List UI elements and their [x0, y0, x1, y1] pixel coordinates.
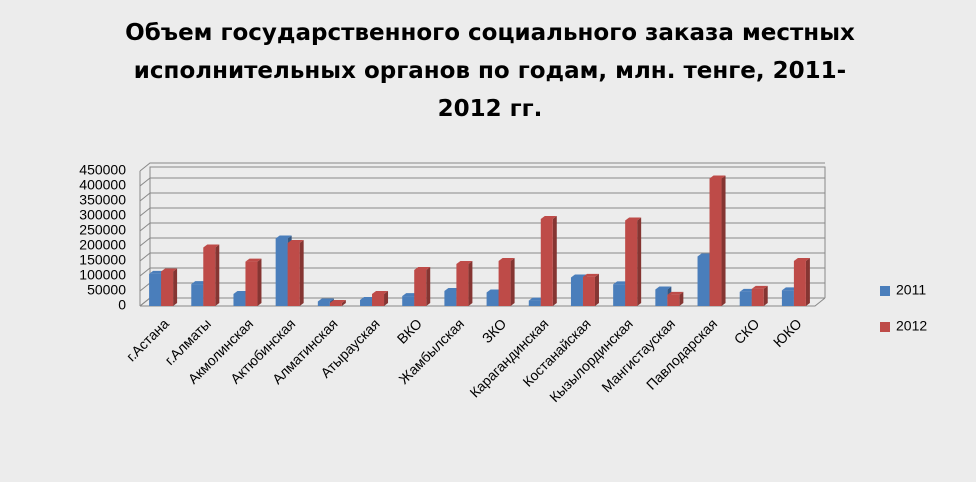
y-tick-label: 350000	[79, 192, 126, 208]
y-tick-label: 100000	[79, 267, 126, 283]
bar	[613, 284, 626, 306]
bar	[402, 296, 415, 306]
bar-top	[414, 267, 431, 270]
bar-top	[287, 240, 304, 243]
bar	[317, 301, 330, 306]
bar	[149, 273, 162, 306]
bar	[372, 294, 385, 306]
x-tick-label: ЮКО	[770, 315, 805, 350]
bar-top	[161, 268, 178, 272]
bar-top	[329, 300, 346, 303]
grid-line	[139, 177, 825, 187]
bar-top	[793, 258, 810, 261]
bar-top	[709, 175, 726, 179]
bar	[582, 276, 595, 306]
bar-side	[384, 291, 389, 306]
bar	[751, 288, 764, 306]
grid-line	[139, 222, 825, 232]
y-tick-label: 0	[118, 297, 126, 313]
bar-top	[498, 258, 515, 261]
legend-swatch	[880, 286, 890, 296]
bar-side	[805, 258, 810, 306]
bar	[191, 284, 204, 306]
legend-label: 2012	[896, 318, 927, 334]
bar	[498, 261, 511, 306]
bar-top	[751, 285, 768, 289]
bar	[245, 261, 258, 306]
y-tick-label: 300000	[79, 207, 126, 223]
bar-top	[540, 216, 557, 219]
x-tick-label: Мангистауская	[598, 315, 678, 395]
bar	[486, 292, 499, 306]
bar-top	[655, 286, 672, 290]
bar-top	[570, 274, 587, 278]
bar	[329, 303, 342, 306]
bar-side	[215, 244, 220, 306]
bar	[709, 178, 722, 306]
bar-top	[456, 261, 473, 264]
bar-side	[426, 267, 431, 306]
y-tick-label: 50000	[87, 282, 126, 298]
legend-label: 2011	[896, 282, 926, 298]
bar-side	[594, 273, 599, 306]
bar	[444, 291, 457, 306]
bar-top	[317, 298, 334, 302]
bar-side	[299, 240, 304, 306]
x-tick-label: ВКО	[394, 315, 425, 346]
bar	[739, 291, 752, 306]
bar-side	[468, 261, 473, 306]
bar	[287, 243, 300, 306]
bar-side	[679, 291, 684, 306]
bar-top	[582, 273, 599, 277]
y-tick-label: 450000	[79, 162, 126, 178]
bar-side	[552, 216, 557, 306]
bar-top	[275, 235, 292, 239]
grid-line	[139, 252, 825, 262]
bar-side	[763, 285, 768, 306]
chart-title: Объем государственного социального заказ…	[125, 20, 855, 122]
bar	[528, 300, 541, 306]
bar-side	[341, 300, 346, 306]
y-tick-label: 400000	[79, 177, 126, 193]
bar	[161, 271, 174, 306]
x-tick-label: ЗКО	[479, 315, 510, 346]
bar-top	[203, 244, 220, 248]
grid-line	[139, 162, 825, 172]
bar	[360, 300, 373, 306]
bar	[275, 238, 288, 306]
bar-top	[372, 291, 389, 294]
y-tick-label: 200000	[79, 237, 126, 253]
bar	[655, 289, 668, 306]
legend-swatch	[880, 322, 890, 332]
bar	[625, 220, 638, 306]
bar	[570, 277, 583, 306]
bar-top	[625, 217, 642, 221]
bar	[540, 219, 553, 306]
y-tick-label: 150000	[79, 252, 126, 268]
bar	[793, 261, 806, 306]
grid-line	[139, 207, 825, 217]
grid-line	[139, 237, 825, 247]
y-tick-label: 250000	[79, 222, 126, 238]
bar-top	[667, 291, 684, 295]
grid-line	[139, 267, 825, 277]
bar	[456, 264, 469, 306]
bar-side	[721, 175, 726, 306]
bar	[667, 294, 680, 306]
bar-side	[510, 258, 515, 306]
bar	[781, 290, 794, 306]
bar-side	[637, 217, 642, 306]
bar-top	[245, 258, 262, 262]
x-tick-label: СКО	[731, 315, 763, 347]
bar-side	[173, 268, 178, 306]
bar	[203, 247, 216, 306]
bar	[233, 294, 246, 306]
bar-side	[257, 258, 262, 306]
grid-line	[139, 192, 825, 202]
bar	[697, 256, 710, 306]
bar	[414, 270, 427, 306]
